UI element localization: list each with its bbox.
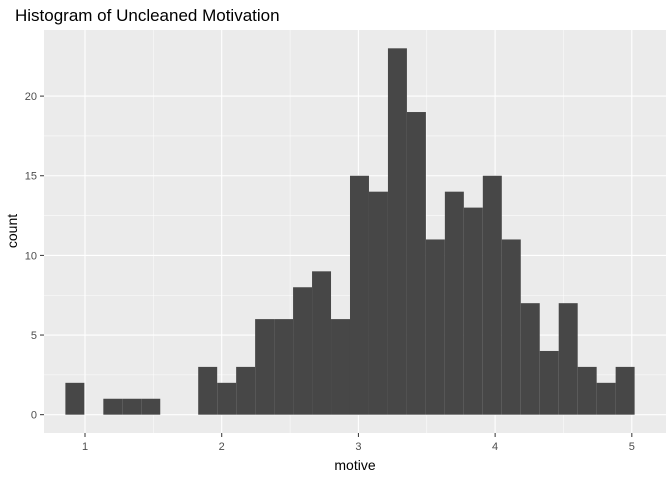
histogram-bar — [596, 382, 616, 415]
histogram-bar — [349, 175, 369, 415]
histogram-bar — [217, 382, 237, 415]
histogram-bar — [463, 207, 483, 415]
histogram-bar — [501, 239, 521, 415]
histogram-bar — [387, 48, 407, 415]
x-tick-label: 5 — [629, 441, 635, 453]
chart-title: Histogram of Uncleaned Motivation — [15, 6, 280, 25]
x-tick-label: 1 — [82, 441, 88, 453]
histogram-bar — [444, 191, 464, 415]
histogram-bar — [293, 287, 313, 415]
histogram-bar — [274, 319, 294, 415]
histogram-bar — [615, 366, 635, 415]
x-axis-title: motive — [334, 457, 375, 473]
bars — [65, 48, 635, 415]
histogram-bar — [312, 271, 332, 415]
histogram-bar — [520, 303, 540, 415]
y-tick-label: 0 — [31, 410, 37, 422]
histogram-bar — [65, 382, 85, 415]
histogram-bar — [141, 398, 161, 415]
histogram-bar — [539, 350, 559, 415]
axes: 1 2 3 4 5 0 5 10 15 20 — [25, 91, 635, 453]
histogram-bar — [368, 191, 388, 415]
x-tick-label: 4 — [492, 441, 498, 453]
x-tick-label: 3 — [355, 441, 361, 453]
histogram-bar — [406, 112, 426, 415]
histogram-bar — [103, 398, 123, 415]
y-tick-label: 5 — [31, 330, 37, 342]
x-tick-label: 2 — [219, 441, 225, 453]
y-tick-label: 20 — [25, 91, 37, 103]
y-tick-label: 10 — [25, 250, 37, 262]
y-tick-label: 15 — [25, 171, 37, 183]
histogram-bar — [558, 303, 578, 415]
histogram-bar — [331, 319, 350, 415]
histogram-bar — [425, 239, 445, 415]
histogram-bar — [122, 398, 142, 415]
y-axis-title: count — [4, 214, 20, 248]
histogram-bar — [236, 366, 256, 415]
histogram-bar — [577, 366, 597, 415]
histogram-bar — [198, 366, 218, 415]
histogram-bar — [255, 319, 275, 415]
histogram-bar — [482, 175, 502, 415]
